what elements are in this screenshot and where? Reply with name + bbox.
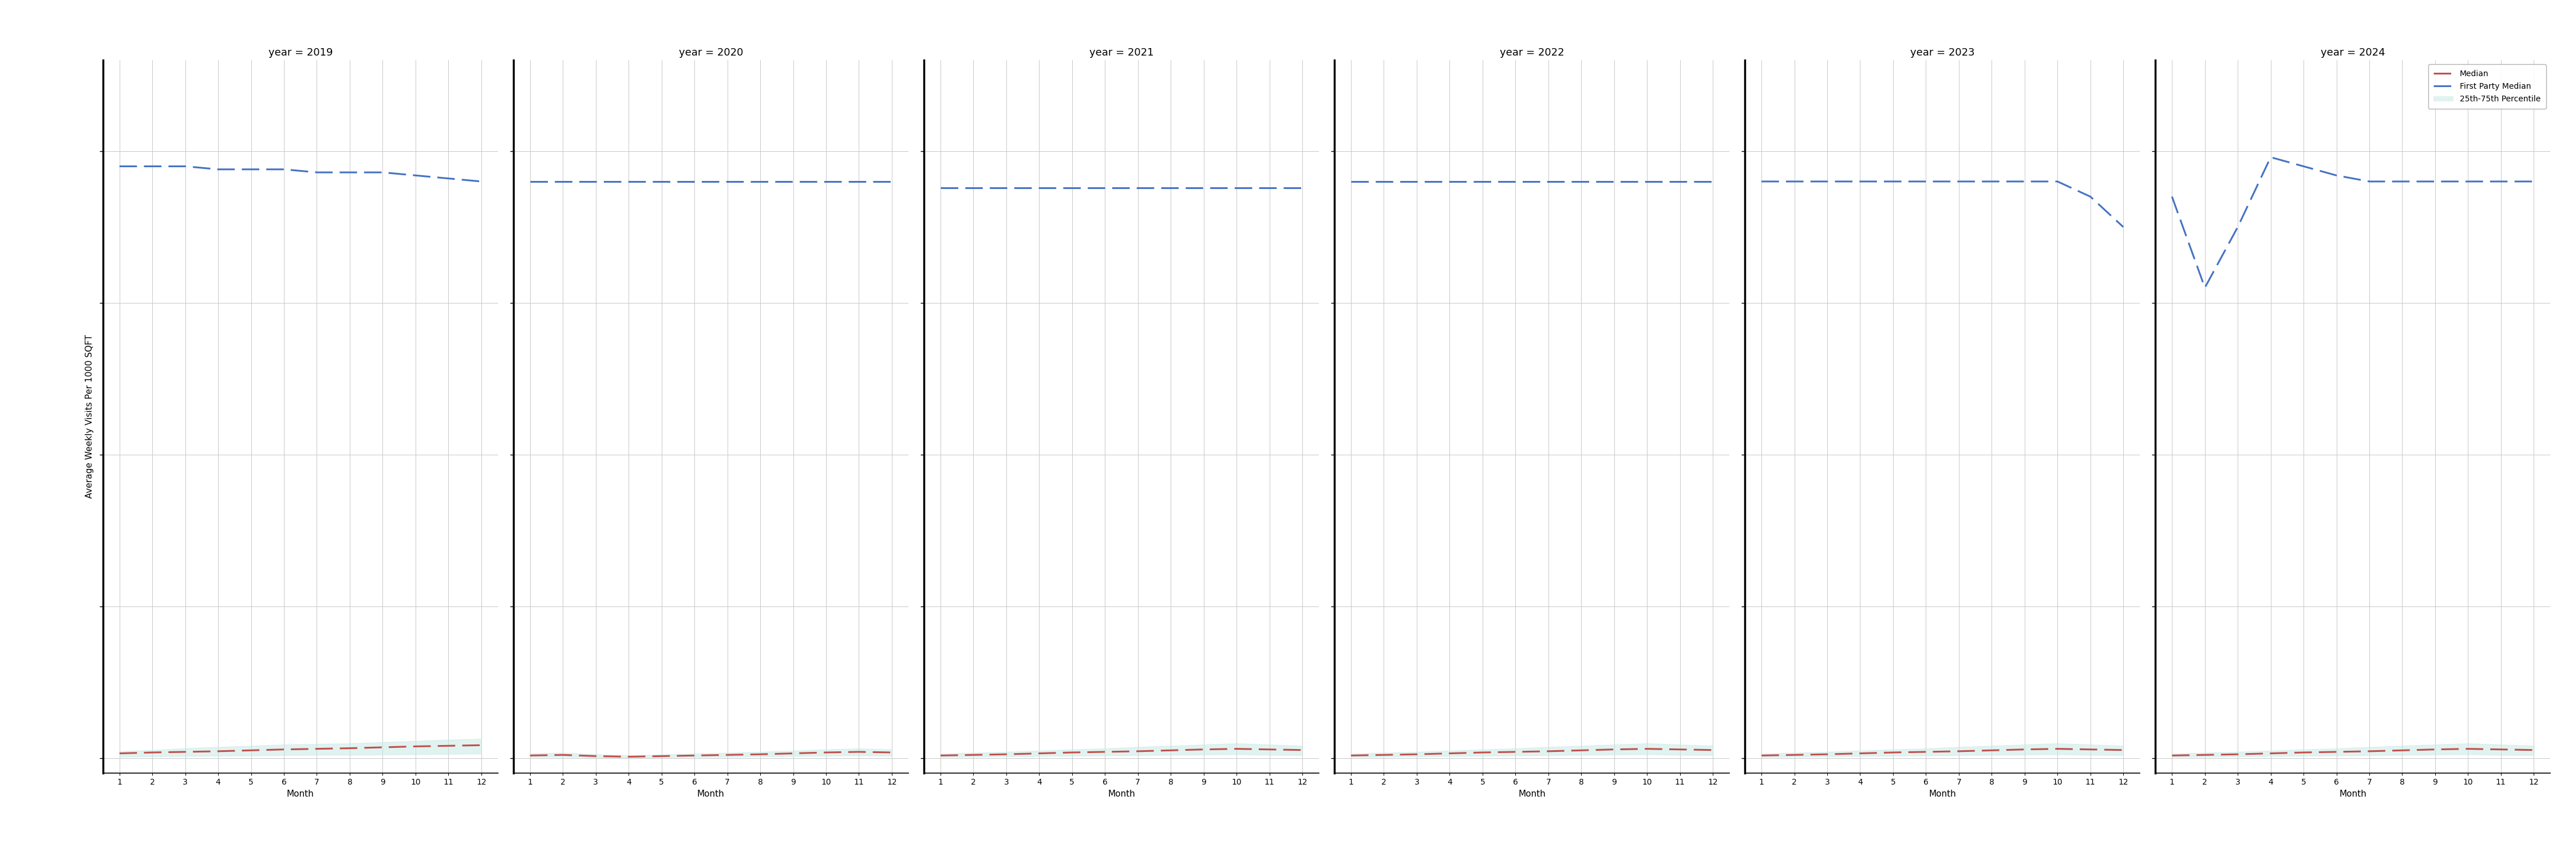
Y-axis label: Average Weekly Visits Per 1000 SQFT: Average Weekly Visits Per 1000 SQFT <box>85 335 93 498</box>
X-axis label: Month: Month <box>286 789 314 798</box>
X-axis label: Month: Month <box>1108 789 1136 798</box>
Title: year = 2021: year = 2021 <box>1090 47 1154 58</box>
Title: year = 2020: year = 2020 <box>677 47 742 58</box>
X-axis label: Month: Month <box>2339 789 2367 798</box>
Legend: Median, First Party Median, 25th-75th Percentile: Median, First Party Median, 25th-75th Pe… <box>2429 64 2545 109</box>
Title: year = 2023: year = 2023 <box>1911 47 1976 58</box>
Title: year = 2022: year = 2022 <box>1499 47 1564 58</box>
Title: year = 2019: year = 2019 <box>268 47 332 58</box>
X-axis label: Month: Month <box>1517 789 1546 798</box>
X-axis label: Month: Month <box>698 789 724 798</box>
X-axis label: Month: Month <box>1929 789 1955 798</box>
Title: year = 2024: year = 2024 <box>2321 47 2385 58</box>
